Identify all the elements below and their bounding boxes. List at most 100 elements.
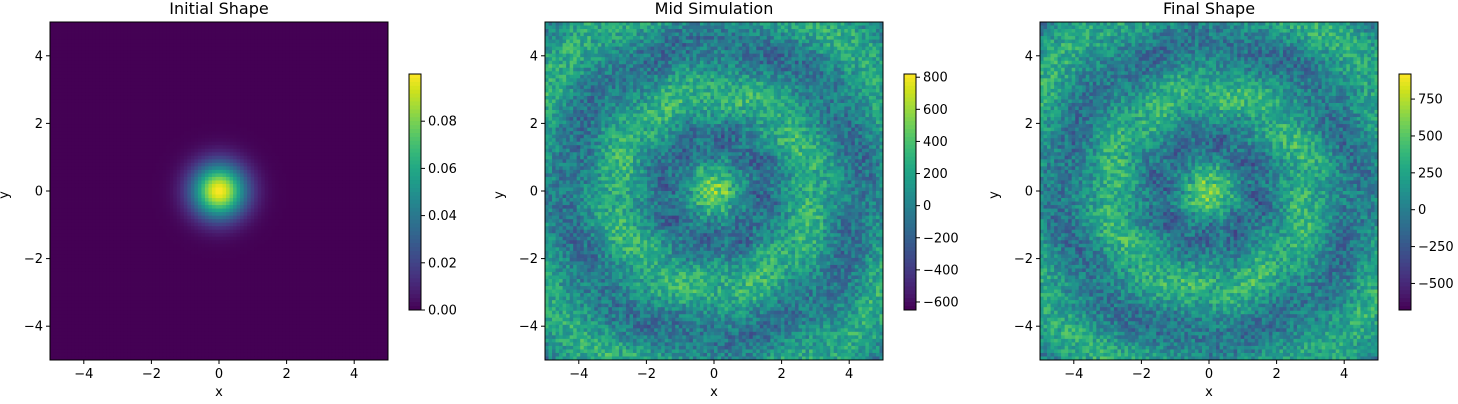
heatmap-cell <box>50 110 54 114</box>
heatmap-cell <box>54 57 58 61</box>
heatmap-cell <box>92 26 96 30</box>
heatmap-cell <box>349 75 353 79</box>
heatmap-cell <box>142 43 146 47</box>
heatmap-cell <box>64 103 68 107</box>
heatmap-cell <box>339 124 343 128</box>
heatmap-cell <box>191 107 195 111</box>
heatmap-cell <box>156 26 160 30</box>
heatmap-cell <box>113 57 117 61</box>
heatmap-cell <box>254 57 258 61</box>
heatmap-cell <box>50 82 54 86</box>
heatmap-cell <box>113 177 117 181</box>
heatmap-cell <box>68 43 72 47</box>
heatmap-cell <box>110 170 114 174</box>
heatmap-cell <box>353 145 357 149</box>
heatmap-cell <box>349 57 353 61</box>
heatmap-cell <box>156 85 160 89</box>
heatmap-cell <box>75 71 79 75</box>
heatmap-cell <box>75 177 79 181</box>
heatmap-cell <box>219 64 223 68</box>
heatmap-cell <box>103 170 107 174</box>
heatmap-cell <box>265 54 269 58</box>
heatmap-cell <box>177 152 181 156</box>
heatmap-cell <box>166 163 170 167</box>
heatmap-cell <box>275 202 279 206</box>
heatmap-cell <box>159 195 163 199</box>
heatmap-cell <box>78 131 82 135</box>
heatmap-cell <box>135 117 139 121</box>
heatmap-cell <box>170 173 174 177</box>
heatmap-cell <box>296 71 300 75</box>
heatmap-cell <box>286 138 290 142</box>
heatmap-cell <box>173 166 177 170</box>
heatmap-cell <box>103 61 107 65</box>
heatmap-cell <box>219 177 223 181</box>
heatmap-cell <box>370 61 374 65</box>
heatmap-cell <box>78 47 82 51</box>
heatmap-cell <box>261 33 265 37</box>
heatmap-cell <box>166 170 170 174</box>
heatmap-cell <box>205 68 209 72</box>
heatmap-cell <box>244 89 248 93</box>
heatmap-cell <box>120 110 124 114</box>
heatmap-cell <box>339 173 343 177</box>
heatmap-cell <box>289 50 293 54</box>
heatmap-cell <box>381 110 385 114</box>
heatmap-cell <box>251 128 255 132</box>
heatmap-cell <box>149 57 153 61</box>
heatmap-cell <box>233 184 237 188</box>
heatmap-cell <box>68 124 72 128</box>
heatmap-cell <box>138 54 142 58</box>
heatmap-cell <box>163 26 167 30</box>
heatmap-cell <box>314 26 318 30</box>
heatmap-cell <box>120 114 124 118</box>
heatmap-cell <box>258 159 262 163</box>
heatmap-cell <box>275 99 279 103</box>
heatmap-cell <box>187 96 191 100</box>
heatmap-cell <box>304 54 308 58</box>
heatmap-cell <box>208 33 212 37</box>
heatmap-cell <box>314 152 318 156</box>
heatmap-cell <box>71 156 75 160</box>
heatmap-cell <box>208 180 212 184</box>
heatmap-cell <box>187 124 191 128</box>
heatmap-cell <box>120 145 124 149</box>
heatmap-cell <box>71 26 75 30</box>
heatmap-cell <box>64 107 68 111</box>
heatmap-cell <box>223 89 227 93</box>
heatmap-cell <box>332 40 336 44</box>
heatmap-cell <box>223 61 227 65</box>
heatmap-cell <box>377 96 381 100</box>
heatmap-cell <box>103 54 107 58</box>
heatmap-cell <box>311 57 315 61</box>
heatmap-cell <box>258 195 262 199</box>
heatmap-cell <box>370 107 374 111</box>
heatmap-cell <box>106 124 110 128</box>
heatmap-cell <box>61 99 65 103</box>
heatmap-cell <box>254 43 258 47</box>
heatmap-cell <box>212 187 216 191</box>
heatmap-cell <box>142 156 146 160</box>
heatmap-cell <box>198 92 202 96</box>
heatmap-cell <box>145 26 149 30</box>
heatmap-cell <box>124 50 128 54</box>
heatmap-cell <box>321 78 325 82</box>
heatmap-cell <box>261 138 265 142</box>
heatmap-cell <box>363 114 367 118</box>
heatmap-cell <box>219 170 223 174</box>
heatmap-cell <box>258 177 262 181</box>
heatmap-cell <box>233 54 237 58</box>
heatmap-cell <box>92 64 96 68</box>
heatmap-cell <box>120 195 124 199</box>
heatmap-cell <box>318 99 322 103</box>
heatmap-cell <box>170 61 174 65</box>
heatmap-cell <box>314 121 318 125</box>
heatmap-cell <box>145 82 149 86</box>
heatmap-cell <box>99 57 103 61</box>
heatmap-cell <box>240 75 244 79</box>
heatmap-cell <box>265 33 269 37</box>
heatmap-cell <box>311 138 315 142</box>
heatmap-cell <box>272 163 276 167</box>
heatmap-cell <box>138 180 142 184</box>
heatmap-cell <box>96 89 100 93</box>
